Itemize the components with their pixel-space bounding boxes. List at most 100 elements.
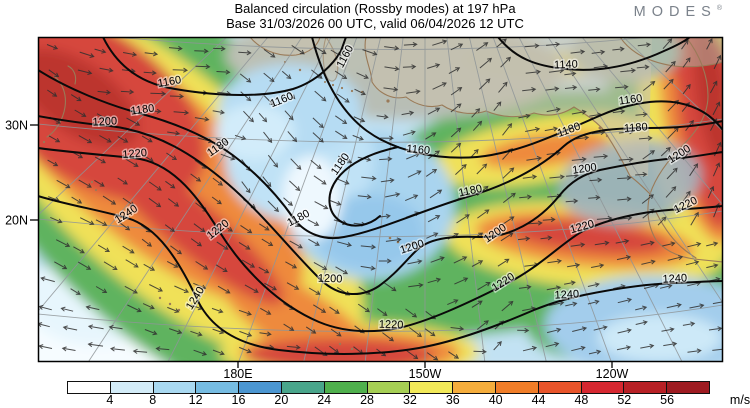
wind-arrow [361, 175, 377, 181]
wind-arrow [234, 134, 247, 141]
wind-arrow [377, 308, 388, 316]
wind-arrow [193, 349, 208, 356]
wind-arrow [569, 221, 585, 228]
wind-arrow [546, 107, 561, 113]
wind-arrow [357, 194, 372, 200]
wind-arrow [662, 38, 673, 50]
wind-arrow [476, 320, 489, 330]
wind-arrow [40, 276, 55, 283]
wind-arrow [447, 299, 459, 306]
wind-arrow [453, 256, 468, 264]
wind-arrow [518, 284, 532, 290]
wind-arrow [212, 349, 225, 356]
wind-arrow [379, 156, 393, 162]
wind-arrow [564, 85, 578, 91]
colorbar-units-label: m/s [729, 393, 750, 407]
wind-arrow [308, 238, 320, 246]
wind-arrow [450, 103, 462, 113]
wind-arrow [241, 181, 251, 194]
wind-arrow [667, 255, 684, 261]
wind-arrow [50, 216, 63, 224]
baja-california-coastline [655, 211, 697, 259]
wind-arrow [663, 78, 674, 90]
chart-title: Balanced circulation (Rossby modes) at 1… [234, 1, 516, 16]
wind-arrow [239, 346, 252, 354]
wind-arrow [384, 66, 400, 72]
wind-arrow [263, 95, 275, 106]
wind-arrow [78, 135, 93, 144]
wind-arrow [427, 215, 441, 223]
wind-arrow [143, 70, 157, 76]
latitude-tick-label: 30N [5, 119, 28, 133]
wind-arrow [408, 327, 422, 338]
wind-arrow [239, 73, 252, 83]
wind-arrow [287, 131, 298, 143]
wind-arrow [378, 258, 392, 264]
wind-arrow [258, 112, 268, 123]
wind-arrow [194, 116, 210, 122]
meridian-line [547, 37, 723, 304]
wind-arrow [238, 50, 252, 56]
wind-arrow [125, 259, 139, 268]
wind-arrow [380, 135, 394, 141]
contour-1160-main [311, 37, 723, 159]
wind-arrow [212, 328, 225, 335]
wind-arrow [87, 324, 104, 330]
wind-arrow [682, 83, 691, 95]
wind-arrow [517, 327, 530, 333]
wind-arrow [124, 285, 138, 294]
wind-arrow [477, 209, 490, 219]
meridian-line [238, 37, 358, 362]
wind-arrow [260, 307, 272, 315]
wind-arrow [594, 240, 610, 246]
contour-label: 1240 [554, 288, 579, 301]
wind-arrow [190, 173, 202, 182]
wind-arrow [70, 288, 81, 295]
colorbar-tick-label: 56 [660, 393, 675, 407]
wind-arrow [123, 51, 138, 57]
wind-arrow [620, 68, 636, 74]
map-frame [37, 36, 724, 363]
colorbar-segment [324, 382, 368, 393]
wind-arrow [172, 67, 188, 73]
wind-arrow [549, 174, 565, 180]
wind-arrow [141, 135, 153, 143]
wind-arrow [71, 196, 83, 204]
wind-arrow [635, 305, 648, 311]
wind-arrow [540, 235, 553, 241]
wind-arrow [55, 239, 71, 247]
wind-arrow [708, 326, 723, 332]
wind-arrow [687, 348, 702, 354]
meridian-line [303, 37, 382, 362]
wind-arrow [429, 189, 443, 199]
wind-arrow [47, 89, 58, 97]
wind-arrow [312, 117, 324, 129]
colorbar-tick-label: 12 [188, 393, 203, 407]
contour-1220 [38, 147, 723, 333]
wind-arrow [660, 146, 671, 157]
wind-arrow [211, 196, 222, 205]
wind-arrow [259, 223, 270, 231]
chart-subtitle: Base 31/03/2026 00 UTC, valid 06/04/2026… [226, 16, 524, 31]
colorbar-tick-label: 8 [149, 393, 157, 407]
wind-arrow [220, 153, 236, 161]
contour-label: 1160 [618, 92, 643, 107]
wind-arrow [125, 158, 139, 167]
contour-1160-west [102, 37, 347, 96]
wind-arrow [77, 261, 92, 270]
wind-arrow [329, 345, 340, 354]
wind-arrow [712, 346, 723, 352]
wind-arrow [216, 241, 229, 250]
wind-arrow [143, 263, 156, 271]
wind-arrow [407, 259, 423, 265]
wind-arrow [665, 60, 676, 73]
wind-arrow [147, 108, 162, 114]
wind-arrow [313, 304, 327, 313]
wind-arrow [519, 194, 532, 200]
wind-arrow [682, 321, 696, 327]
wind-arrow [687, 241, 702, 248]
colorbar-tick-label: 48 [574, 393, 589, 407]
contour-label: 1220 [122, 147, 147, 161]
wind-arrow [73, 246, 85, 254]
wind-arrow [706, 263, 719, 269]
